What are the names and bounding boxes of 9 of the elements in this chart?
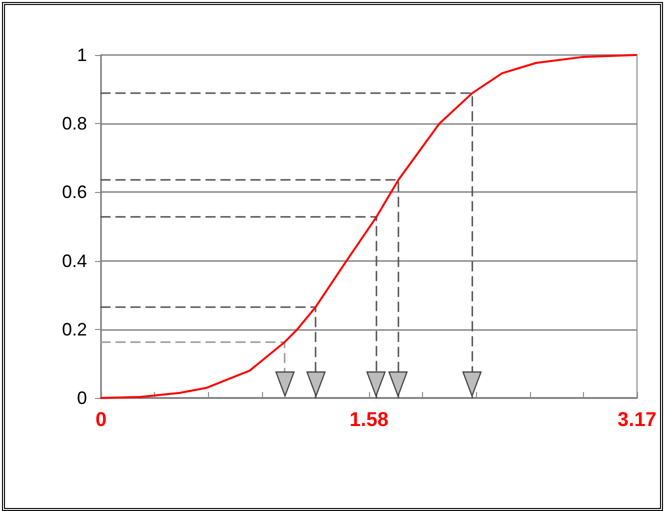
- x-tick-label: 0: [95, 409, 107, 431]
- y-tick-label: 0.8: [62, 114, 87, 134]
- y-tick-label: 0: [76, 388, 87, 408]
- y-tick-label: 0.2: [62, 319, 87, 340]
- y-tick-label: 0.4: [62, 250, 87, 271]
- x-tick-label: 1.58: [350, 409, 388, 431]
- x-tick-label: 3.17: [618, 409, 656, 431]
- y-tick-label: 0.6: [62, 182, 87, 202]
- y-tick-label: 1: [76, 45, 87, 65]
